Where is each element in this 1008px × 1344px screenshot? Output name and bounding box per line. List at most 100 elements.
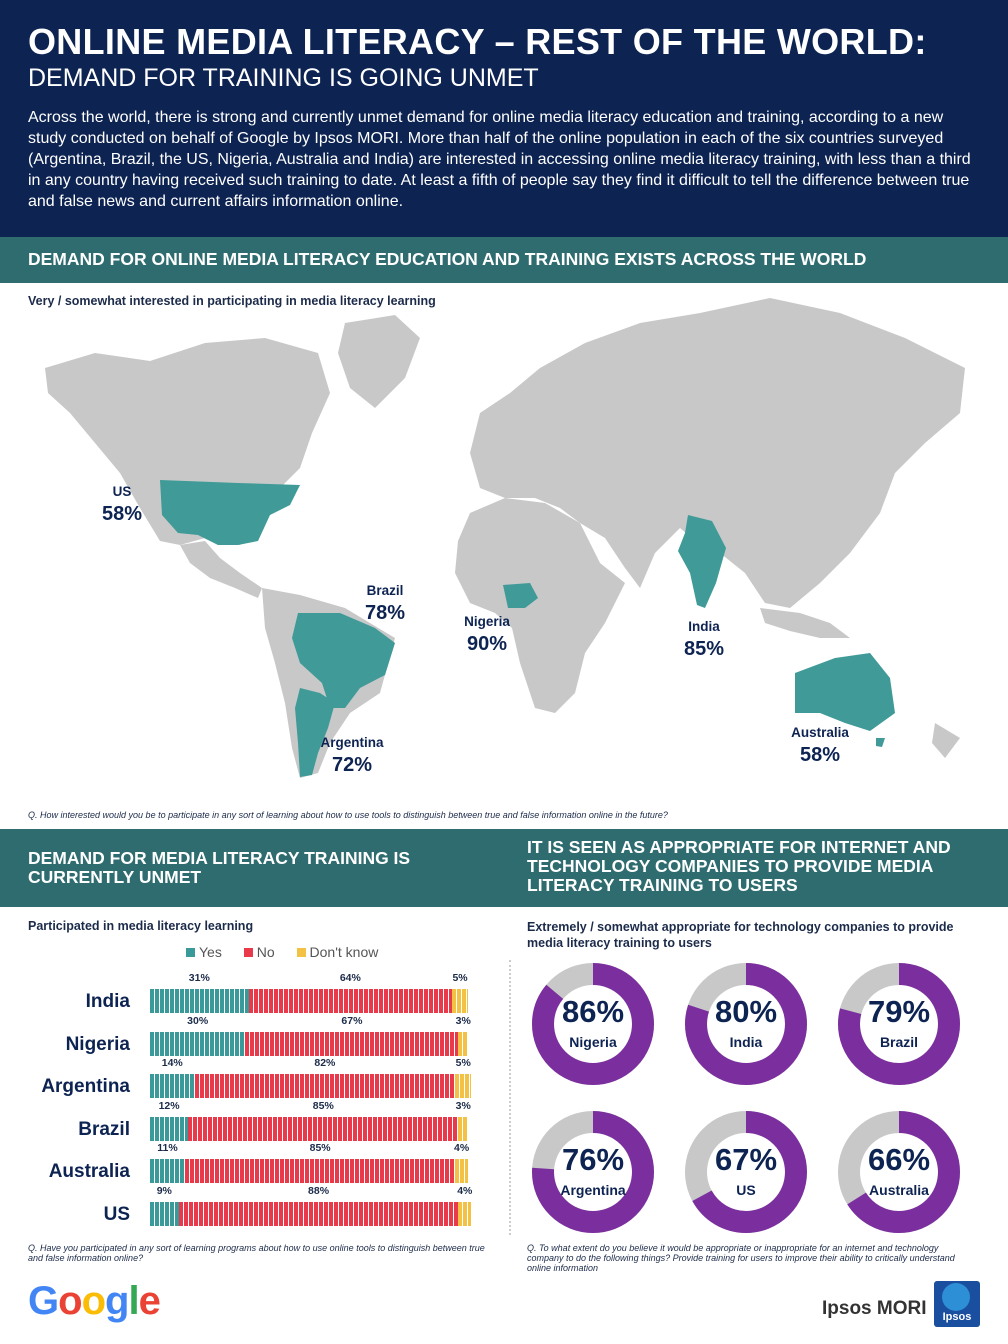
bar-value-label: 11% xyxy=(157,1142,178,1154)
map-country-value: 72% xyxy=(331,754,373,776)
map-land-africa xyxy=(455,498,625,713)
map-country-australia xyxy=(795,653,895,731)
bar-row-us: US 9% 88% 4% xyxy=(0,1184,500,1226)
donut-country-label: Australia xyxy=(869,1182,929,1198)
bar-value-label: 85% xyxy=(309,1142,331,1154)
bar-segment-no xyxy=(184,1159,456,1183)
donut-brazil: 79% Brazil xyxy=(837,962,961,1086)
legend-item-dont-know: Don't know xyxy=(296,944,379,960)
donut-value-label: 86% xyxy=(561,994,625,1029)
donut-value-arc xyxy=(685,1111,807,1233)
bar-segment-no xyxy=(188,1116,459,1141)
donut-chart-label: Extremely / somewhat appropriate for tec… xyxy=(527,920,954,950)
bar-value-label: 4% xyxy=(454,1142,470,1154)
map-label-us: US 58% xyxy=(100,484,144,526)
map-land-greenland xyxy=(338,315,420,408)
bar-value-label: 64% xyxy=(339,972,361,984)
google-logo: Google xyxy=(28,1279,161,1324)
donut-value-arc xyxy=(838,963,960,1085)
bar-row-argentina: Argentina 14% 82% 5% xyxy=(0,1057,500,1098)
bar-segment-yes xyxy=(150,1116,189,1141)
bar-segment-yes xyxy=(150,1159,185,1183)
bar-row-brazil: Brazil 12% 85% 3% xyxy=(0,1099,500,1141)
legend-item-yes: Yes xyxy=(186,944,222,960)
bar-segment-yes xyxy=(150,1074,195,1098)
bar-value-label: 88% xyxy=(308,1184,330,1197)
map-country-nigeria xyxy=(503,583,538,608)
donut-svg xyxy=(532,1111,654,1233)
donut-value-arc xyxy=(532,1111,654,1233)
donut-value-arc xyxy=(532,963,654,1085)
page-subtitle: DEMAND FOR TRAINING IS GOING UNMET xyxy=(28,64,539,92)
map-country-name: Argentina xyxy=(320,735,384,750)
map-country-name: US xyxy=(112,484,132,499)
bar-segment-yes xyxy=(150,1201,179,1226)
map-land-nz xyxy=(932,723,960,758)
donut-value-arc xyxy=(838,1111,960,1233)
map-label-australia: Australia 58% xyxy=(780,725,860,767)
donut-svg xyxy=(838,1111,960,1233)
bar-row-india: India 31% 64% 5% xyxy=(0,972,500,1013)
donut-value-arc xyxy=(685,963,807,1085)
legend-swatch-dont-know xyxy=(296,947,306,957)
bar-segment-dont-know xyxy=(458,1201,472,1226)
google-logo-text: Google xyxy=(28,1279,161,1323)
map-country-name: Australia xyxy=(791,725,849,740)
map-country-name: India xyxy=(688,619,720,634)
legend-label: Yes xyxy=(199,944,222,960)
map-land-se-asia-islands xyxy=(760,608,850,638)
bar-segment-dont-know xyxy=(455,1074,472,1098)
legend-swatch-yes xyxy=(186,947,195,957)
bar-value-label: 12% xyxy=(158,1099,180,1112)
bar-segment-dont-know xyxy=(458,1116,468,1141)
bar-category-label: Australia xyxy=(48,1161,130,1182)
donut-value-label: 79% xyxy=(867,994,931,1029)
section3-heading: IT IS SEEN AS APPROPRIATE FOR INTERNET A… xyxy=(527,837,951,895)
map-country-brazil xyxy=(292,613,395,708)
map-label-nigeria: Nigeria 90% xyxy=(456,614,518,656)
donut-country-label: Brazil xyxy=(879,1034,919,1050)
google-logo-letter: G xyxy=(28,1279,59,1323)
donut-country-label: US xyxy=(736,1182,756,1198)
bar-segment-no xyxy=(245,1031,459,1056)
map-chart-label: Very / somewhat interested in participat… xyxy=(28,294,436,308)
bar-question-note: Q. Have you participated in any sort of … xyxy=(28,1243,485,1263)
page-title: ONLINE MEDIA LITERACY – REST OF THE WORL… xyxy=(28,21,927,62)
donut-australia: 66% Australia xyxy=(837,1110,961,1234)
donut-india: 80% India xyxy=(684,962,808,1086)
donut-country-label: India xyxy=(729,1034,763,1050)
bar-value-label: 5% xyxy=(455,1057,471,1069)
map-country-name: Nigeria xyxy=(464,614,510,629)
world-map xyxy=(0,283,1008,803)
donut-value-label: 67% xyxy=(714,1142,778,1177)
map-label-india: India 85% xyxy=(676,619,732,661)
donut-us: 67% US xyxy=(684,1110,808,1234)
legend-label: Don't know xyxy=(309,944,379,960)
bar-segment-dont-know xyxy=(452,989,468,1013)
bar-value-label: 9% xyxy=(156,1184,172,1197)
bar-segment-yes xyxy=(150,989,249,1013)
donut-svg xyxy=(685,963,807,1085)
bar-chart-legend: Yes No Don't know xyxy=(186,944,396,960)
bar-value-label: 3% xyxy=(455,1099,471,1112)
world-map-svg xyxy=(45,298,965,778)
map-country-value: 58% xyxy=(101,503,143,525)
section2-heading: DEMAND FOR MEDIA LITERACY TRAINING IS CU… xyxy=(28,848,411,887)
map-country-india xyxy=(678,515,726,608)
bar-category-label: Nigeria xyxy=(65,1033,130,1055)
bar-value-label: 85% xyxy=(312,1099,334,1112)
bar-segment-dont-know xyxy=(455,1159,468,1183)
bar-segment-yes xyxy=(150,1031,246,1056)
bar-segment-dont-know xyxy=(458,1031,468,1056)
bar-value-label: 82% xyxy=(314,1057,336,1069)
map-land-eurasia xyxy=(470,298,965,608)
legend-swatch-no xyxy=(243,947,253,957)
ipsos-mori-logo: Ipsos MORI xyxy=(822,1298,927,1319)
section-divider xyxy=(509,960,511,1235)
map-country-value: 58% xyxy=(799,744,841,766)
map-country-argentina xyxy=(295,688,335,777)
donut-country-label: Nigeria xyxy=(569,1034,617,1050)
map-country-us xyxy=(160,480,300,545)
bar-value-label: 14% xyxy=(161,1057,183,1069)
bar-segment-no xyxy=(248,989,453,1013)
